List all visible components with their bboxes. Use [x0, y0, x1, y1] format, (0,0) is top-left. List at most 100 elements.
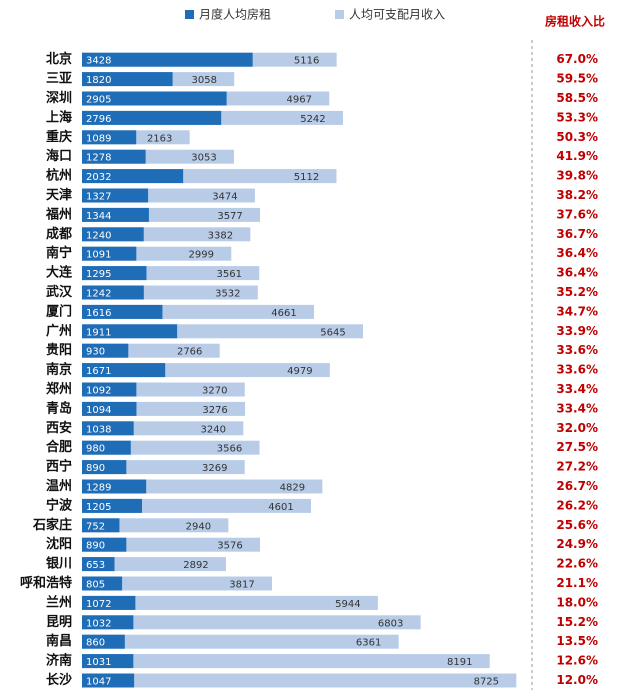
value-label: 930: [86, 347, 105, 358]
value-label: 5242: [300, 114, 325, 125]
category-label: 郑州: [46, 381, 72, 397]
value-label: 3532: [215, 289, 240, 300]
value-label: 3382: [208, 230, 233, 241]
value-label: 1242: [86, 289, 111, 300]
category-label: 南京: [46, 362, 72, 378]
value-label: 1911: [86, 327, 111, 338]
bar: [82, 401, 137, 416]
ratio-label: 26.2%: [556, 498, 598, 512]
value-label: 2766: [177, 347, 202, 358]
bar: [82, 634, 125, 649]
value-label: 4979: [287, 366, 312, 377]
ratio-label: 35.2%: [556, 285, 598, 299]
value-label: 3577: [217, 211, 242, 222]
value-label: 4661: [271, 308, 296, 319]
ratio-label: 50.3%: [556, 130, 598, 144]
value-label: 3566: [217, 444, 242, 455]
category-label: 兰州: [46, 594, 72, 610]
ratio-label: 37.6%: [556, 207, 598, 221]
bar: [82, 72, 173, 87]
value-label: 2892: [183, 560, 208, 571]
category-label: 合肥: [46, 439, 72, 455]
value-label: 890: [86, 541, 105, 552]
value-label: 5944: [335, 599, 360, 610]
category-label: 三亚: [46, 72, 72, 87]
legend-swatch: [185, 10, 194, 19]
bar: [82, 91, 227, 106]
value-label: 805: [86, 580, 105, 591]
value-label: 1616: [86, 308, 111, 319]
bar: [82, 537, 261, 552]
ratio-label: 33.6%: [556, 363, 598, 377]
ratio-label: 27.2%: [556, 460, 598, 474]
bar: [82, 654, 490, 669]
category-label: 沈阳: [46, 536, 72, 552]
bar: [82, 246, 137, 261]
value-label: 8191: [447, 657, 472, 668]
ratio-label: 67.0%: [556, 52, 598, 66]
value-label: 1671: [86, 366, 111, 377]
legend-label: 月度人均房租: [199, 7, 271, 22]
value-label: 1047: [86, 677, 111, 688]
bar: [82, 207, 149, 222]
ratio-label: 58.5%: [556, 91, 598, 105]
ratio-label: 41.9%: [556, 149, 598, 163]
bar: [82, 537, 127, 552]
ratio-label: 53.3%: [556, 110, 598, 124]
category-label: 大连: [46, 265, 73, 281]
bar: [82, 460, 127, 475]
category-label: 福州: [45, 206, 72, 222]
value-label: 1820: [86, 75, 111, 86]
category-label: 北京: [46, 51, 72, 67]
value-label: 1278: [86, 153, 111, 164]
ratio-label: 18.0%: [556, 595, 598, 609]
ratio-label: 33.9%: [556, 324, 598, 338]
category-label: 杭州: [46, 168, 72, 184]
bar: [82, 304, 163, 319]
value-label: 2032: [86, 172, 111, 183]
category-label: 天津: [46, 187, 72, 203]
value-label: 3576: [217, 541, 242, 552]
value-label: 1089: [86, 133, 111, 144]
ratio-label: 24.9%: [556, 537, 598, 551]
legend-swatch: [335, 10, 344, 19]
value-label: 980: [86, 444, 105, 455]
category-label: 昆明: [46, 614, 72, 630]
value-label: 1091: [86, 250, 111, 261]
value-label: 1289: [86, 483, 111, 494]
ratio-label: 12.0%: [556, 673, 598, 687]
category-label: 济南: [46, 653, 72, 669]
value-label: 1092: [86, 386, 111, 397]
category-label: 厦门: [46, 303, 72, 319]
category-label: 上海: [46, 109, 72, 125]
bar: [82, 227, 144, 242]
value-label: 1327: [86, 192, 111, 203]
bar: [82, 673, 135, 688]
ratio-label: 36.4%: [556, 266, 598, 280]
category-label: 青岛: [46, 400, 72, 416]
ratio-label: 13.5%: [556, 634, 598, 648]
value-label: 1072: [86, 599, 111, 610]
bar: [82, 557, 226, 572]
category-label: 重庆: [46, 129, 72, 145]
value-label: 1032: [86, 618, 111, 629]
value-label: 2999: [189, 250, 214, 261]
value-label: 4601: [268, 502, 293, 513]
value-label: 860: [86, 638, 105, 649]
bar: [82, 52, 253, 67]
value-label: 1295: [86, 269, 111, 280]
ratio-label: 33.4%: [556, 382, 598, 396]
ratio-label: 34.7%: [556, 304, 598, 318]
category-label: 武汉: [46, 284, 73, 300]
bar: [82, 363, 166, 378]
value-label: 3428: [86, 56, 111, 67]
bar: [82, 654, 134, 669]
bar: [82, 110, 222, 125]
ratio-label: 22.6%: [556, 557, 598, 571]
bar: [82, 576, 273, 591]
category-label: 西宁: [46, 459, 72, 475]
value-label: 4829: [280, 483, 305, 494]
bar: [82, 149, 146, 164]
value-label: 3474: [212, 192, 237, 203]
bar: [82, 169, 184, 184]
